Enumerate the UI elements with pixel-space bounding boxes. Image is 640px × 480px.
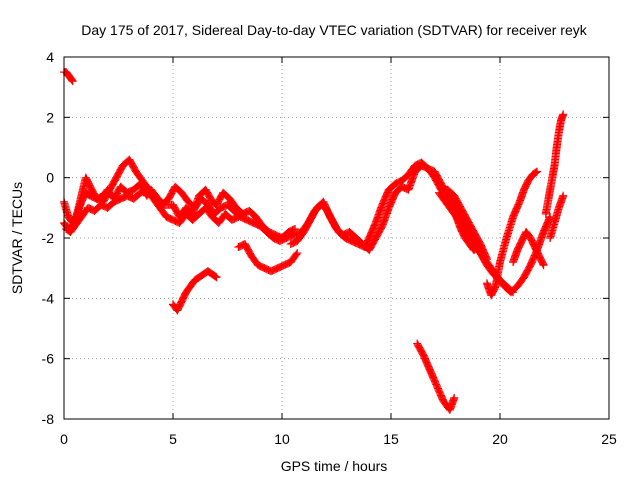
y-tick-label: -8: [42, 411, 55, 427]
data-point-marker: [473, 243, 482, 252]
data-point-marker: [293, 249, 302, 258]
series-arc-a: [60, 179, 300, 242]
data-point-marker: [212, 273, 221, 282]
y-tick-label: -6: [42, 351, 55, 367]
data-point-marker: [67, 76, 76, 85]
series-arc-b: [60, 155, 297, 246]
data-point-marker: [474, 243, 483, 252]
x-tick-label: 5: [169, 431, 177, 447]
series-arc-n: [509, 227, 548, 270]
x-tick-label: 25: [601, 431, 617, 447]
y-tick-label: -2: [42, 230, 55, 246]
series-arc-e: [286, 161, 491, 264]
data-point-marker: [211, 272, 220, 281]
x-tick-label: 10: [274, 431, 290, 447]
x-tick-label: 20: [492, 431, 508, 447]
data-point-marker: [292, 250, 301, 259]
y-tick-label: 0: [46, 170, 54, 186]
series-arc-o: [546, 191, 568, 242]
y-tick-label: 2: [46, 109, 54, 125]
series-arc-m: [452, 212, 483, 255]
data-point-marker: [67, 75, 76, 84]
x-tick-label: 15: [383, 431, 399, 447]
series-arc-h: [60, 68, 77, 86]
y-axis-label: SDTVAR / TECUs: [9, 182, 25, 294]
data-point-marker: [559, 191, 568, 200]
series-arc-d: [284, 158, 518, 297]
x-axis-label: GPS time / hours: [281, 458, 388, 474]
data-point-marker: [233, 213, 242, 222]
data-point-marker: [538, 259, 547, 268]
data-point-marker: [559, 110, 568, 119]
data-point-marker: [68, 77, 77, 86]
ticks: 0 5 10 15 20 25 -8 -6 -4 -2 0 2 4: [42, 49, 617, 447]
x-tick-label: 0: [60, 431, 68, 447]
y-tick-label: 4: [46, 49, 54, 65]
series-arc-f: [234, 240, 302, 276]
series-arc-k: [482, 167, 542, 300]
data-point-marker: [531, 168, 540, 177]
data-point-marker: [234, 212, 243, 221]
series-arc-i: [413, 339, 459, 414]
data-points: [60, 68, 568, 414]
chart-title: Day 175 of 2017, Sidereal Day-to-day VTE…: [81, 22, 587, 38]
series-arc-g: [169, 267, 221, 315]
data-point-marker: [533, 167, 542, 176]
y-tick-label: -4: [42, 290, 55, 306]
data-point-marker: [450, 393, 459, 402]
series-arc-c: [62, 185, 243, 236]
series-arc-l: [541, 110, 568, 218]
data-point-marker: [539, 261, 548, 270]
